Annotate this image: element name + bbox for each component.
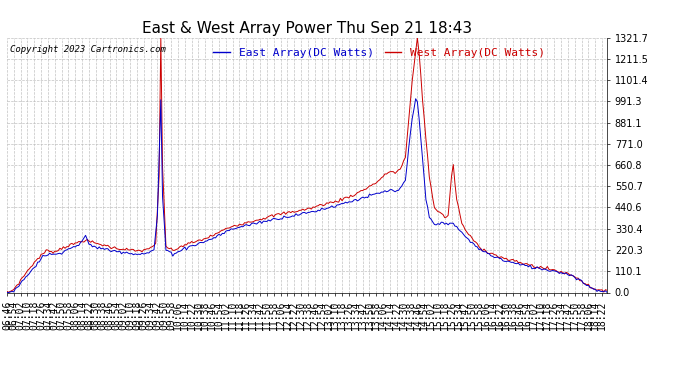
West Array(DC Watts) bbox=[61, 246, 69, 250]
West Array(DC Watts) bbox=[131, 249, 139, 254]
East Array(DC Watts) bbox=[586, 285, 594, 290]
West Array(DC Watts) bbox=[603, 288, 611, 292]
West Array(DC Watts) bbox=[256, 217, 264, 222]
Line: West Array(DC Watts): West Array(DC Watts) bbox=[7, 37, 607, 292]
East Array(DC Watts) bbox=[411, 96, 420, 101]
West Array(DC Watts) bbox=[4, 290, 12, 295]
West Array(DC Watts) bbox=[588, 286, 596, 291]
East Array(DC Watts) bbox=[241, 223, 249, 228]
East Array(DC Watts) bbox=[59, 250, 68, 255]
West Array(DC Watts) bbox=[128, 247, 136, 252]
East Array(DC Watts) bbox=[603, 290, 611, 295]
West Array(DC Watts) bbox=[244, 219, 252, 224]
Line: East Array(DC Watts): East Array(DC Watts) bbox=[7, 99, 607, 292]
East Array(DC Watts) bbox=[126, 252, 134, 256]
West Array(DC Watts) bbox=[157, 35, 165, 39]
East Array(DC Watts) bbox=[253, 222, 261, 226]
Title: East & West Array Power Thu Sep 21 18:43: East & West Array Power Thu Sep 21 18:43 bbox=[142, 21, 472, 36]
East Array(DC Watts) bbox=[3, 290, 11, 295]
Text: Copyright 2023 Cartronics.com: Copyright 2023 Cartronics.com bbox=[10, 45, 166, 54]
East Array(DC Watts) bbox=[129, 252, 137, 257]
West Array(DC Watts) bbox=[3, 289, 11, 294]
Legend: East Array(DC Watts), West Array(DC Watts): East Array(DC Watts), West Array(DC Watt… bbox=[208, 43, 550, 62]
